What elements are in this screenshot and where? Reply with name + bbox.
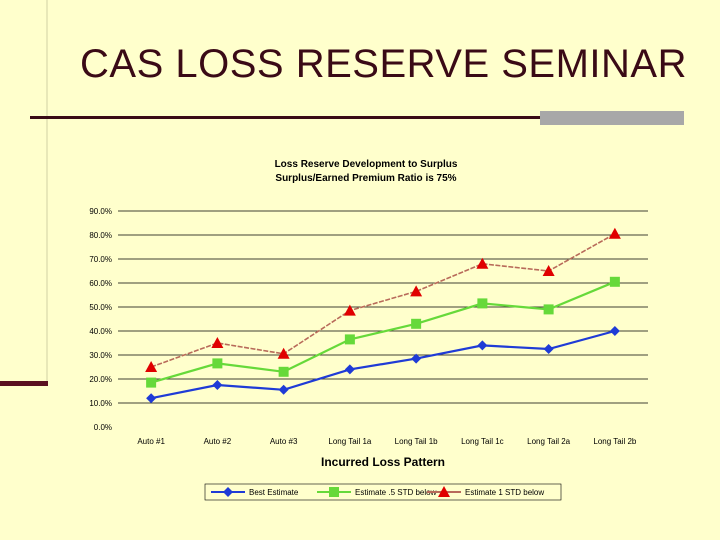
data-point <box>278 366 289 377</box>
data-point <box>542 265 555 276</box>
chart-title: Loss Reserve Development to Surplus <box>274 159 458 170</box>
legend-label: Best Estimate <box>249 488 299 497</box>
legend-swatch-marker <box>438 486 450 497</box>
y-tick-label: 60.0% <box>89 279 112 288</box>
title-underline <box>30 116 540 119</box>
y-tick-label: 30.0% <box>89 351 112 360</box>
data-point <box>278 384 289 395</box>
data-point <box>344 364 355 375</box>
y-tick-label: 90.0% <box>89 207 112 216</box>
y-tick-label: 50.0% <box>89 303 112 312</box>
legend: Best Estimate Estimate .5 STD below Estima… <box>204 483 562 501</box>
legend-box <box>204 483 562 501</box>
x-tick-label: Auto #2 <box>204 437 232 446</box>
series-line <box>150 280 616 384</box>
data-point <box>410 285 423 297</box>
grid-lines <box>118 210 648 404</box>
data-point <box>476 257 489 269</box>
series-3 <box>145 227 621 372</box>
y-tick-label: 80.0% <box>89 231 112 240</box>
series-2 <box>146 276 620 388</box>
left-accent-bar <box>0 381 48 386</box>
y-tick-label: 10.0% <box>89 399 112 408</box>
x-tick-label: Long Tail 1b <box>395 437 439 446</box>
data-point <box>344 334 355 345</box>
legend-label: Estimate 1 STD below <box>465 488 544 497</box>
y-tick-label: 70.0% <box>89 255 112 264</box>
x-tick-label: Long Tail 1c <box>461 437 504 446</box>
data-point <box>212 358 223 369</box>
data-point <box>609 276 620 287</box>
y-tick-label: 20.0% <box>89 375 112 384</box>
x-tick-label: Long Tail 2a <box>527 437 571 446</box>
data-point <box>543 304 554 315</box>
legend-swatch-marker <box>223 487 233 497</box>
legend-swatch-marker <box>329 487 339 497</box>
x-axis-label: Incurred Loss Pattern <box>321 455 445 469</box>
data-point <box>477 298 488 309</box>
data-point <box>343 304 356 316</box>
x-tick-label: Long Tail 1a <box>328 437 372 446</box>
x-tick-label: Auto #1 <box>137 437 165 446</box>
data-point <box>145 361 158 372</box>
x-tick-label: Long Tail 2b <box>593 437 637 446</box>
data-point <box>609 326 620 336</box>
chart-subtitle: Surplus/Earned Premium Ratio is 75% <box>275 173 457 184</box>
data-point <box>212 380 223 390</box>
legend-label: Estimate .5 STD below <box>355 488 437 497</box>
data-point <box>608 227 621 239</box>
series-line <box>150 233 616 368</box>
data-point <box>277 347 290 359</box>
data-point <box>146 393 157 404</box>
x-axis-ticks: Auto #1 Auto #2 Auto #3 Long Tail 1a Long Ta… <box>137 437 637 446</box>
chart-title-block: Loss Reserve Development to Surplus Surp… <box>0 158 720 186</box>
title-underline-accent <box>540 111 684 125</box>
data-point <box>543 344 554 354</box>
x-tick-label: Auto #3 <box>270 437 298 446</box>
data-point <box>477 340 488 351</box>
data-point <box>411 318 422 329</box>
left-margin-band <box>0 0 46 540</box>
data-point <box>146 377 157 388</box>
series-line <box>150 329 616 400</box>
data-point <box>411 353 422 364</box>
left-vertical-rule <box>46 0 48 385</box>
y-tick-label: 40.0% <box>89 327 112 336</box>
series-1 <box>146 326 620 404</box>
data-point <box>211 337 224 348</box>
y-axis-ticks: 0.0% 10.0% 20.0% 30.0% 40.0% 50.0% 60.0% 70.0% 8… <box>89 207 112 432</box>
y-tick-label: 0.0% <box>94 423 112 432</box>
series-layer <box>145 227 621 404</box>
slide-title: CAS LOSS RESERVE SEMINAR <box>80 42 687 86</box>
